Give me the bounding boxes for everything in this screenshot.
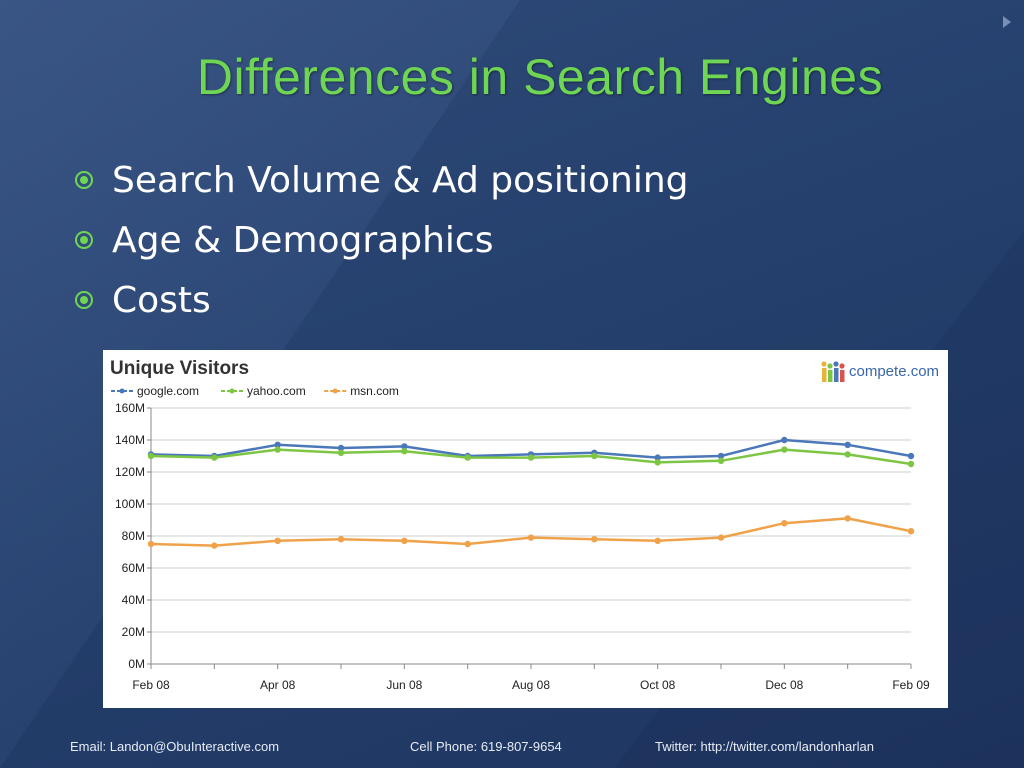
x-tick-label: Jun 08 bbox=[386, 678, 422, 692]
compete-logo-icon bbox=[828, 370, 833, 382]
compete-logo-text: compete.com bbox=[849, 363, 939, 380]
data-point bbox=[717, 534, 725, 541]
data-point bbox=[654, 459, 661, 466]
data-point bbox=[337, 444, 345, 452]
x-tick-label: Apr 08 bbox=[260, 678, 296, 692]
compete-logo-icon bbox=[840, 370, 845, 382]
compete-logo-icon bbox=[821, 361, 827, 367]
data-point bbox=[337, 449, 345, 456]
data-point bbox=[274, 441, 281, 448]
data-point bbox=[717, 457, 725, 464]
data-point bbox=[907, 452, 915, 460]
unique-visitors-chart: Unique Visitors google.com yahoo.com msn.co… bbox=[110, 358, 939, 692]
target-bullet-icon bbox=[72, 168, 96, 192]
data-point bbox=[211, 454, 218, 461]
bullet-list: Search Volume & Ad positioning Age & Dem… bbox=[72, 150, 689, 330]
bullet-text: Search Volume & Ad positioning bbox=[112, 159, 689, 201]
x-tick-label: Feb 08 bbox=[132, 678, 170, 692]
y-tick-label: 0M bbox=[128, 657, 145, 671]
y-tick-label: 160M bbox=[115, 401, 145, 415]
slide-corner-arrow-icon bbox=[1003, 16, 1011, 28]
compete-logo-icon bbox=[822, 368, 827, 382]
data-point bbox=[781, 446, 788, 453]
data-point bbox=[591, 536, 598, 543]
data-point bbox=[401, 448, 408, 455]
data-point bbox=[274, 446, 281, 453]
data-point bbox=[464, 540, 471, 548]
data-point bbox=[781, 436, 788, 444]
data-point bbox=[147, 540, 155, 548]
data-point bbox=[844, 441, 851, 448]
bullet-item: Age & Demographics bbox=[72, 210, 689, 270]
x-tick-label: Aug 08 bbox=[512, 678, 550, 692]
bullet-item: Costs bbox=[72, 270, 689, 330]
footer-phone: Cell Phone: 619-807-9654 bbox=[410, 739, 562, 754]
data-point bbox=[401, 537, 408, 544]
footer-twitter: Twitter: http://twitter.com/landonharlan bbox=[655, 739, 874, 754]
legend-marker bbox=[332, 388, 338, 394]
legend-marker bbox=[119, 388, 125, 394]
x-tick-label: Oct 08 bbox=[640, 678, 676, 692]
y-tick-label: 100M bbox=[115, 497, 145, 511]
data-point bbox=[654, 537, 661, 544]
data-point bbox=[464, 454, 471, 461]
data-point bbox=[907, 528, 915, 535]
data-point bbox=[781, 520, 788, 527]
target-bullet-icon bbox=[72, 288, 96, 312]
series-line-msn-com bbox=[150, 517, 912, 547]
slide-title: Differences in Search Engines bbox=[196, 49, 884, 105]
y-tick-label: 40M bbox=[122, 593, 145, 607]
y-tick-label: 20M bbox=[122, 625, 145, 639]
data-point bbox=[211, 542, 218, 549]
chart-title: Unique Visitors bbox=[110, 358, 249, 379]
y-tick-label: 80M bbox=[122, 529, 145, 543]
target-bullet-icon bbox=[72, 228, 96, 252]
footer-email: Email: Landon@ObuInteractive.com bbox=[70, 739, 280, 754]
data-point bbox=[654, 454, 661, 461]
data-point bbox=[274, 537, 281, 544]
compete-logo-icon bbox=[839, 363, 845, 369]
legend-label: msn.com bbox=[350, 384, 399, 398]
bullet-text: Age & Demographics bbox=[112, 219, 494, 261]
compete-logo-icon bbox=[827, 363, 833, 369]
legend-label: yahoo.com bbox=[247, 384, 306, 398]
x-tick-label: Feb 09 bbox=[892, 678, 930, 692]
data-point bbox=[337, 536, 345, 543]
bullet-text: Costs bbox=[112, 279, 211, 321]
y-tick-label: 140M bbox=[115, 433, 145, 447]
data-point bbox=[717, 452, 725, 460]
data-point bbox=[844, 451, 851, 458]
y-tick-label: 120M bbox=[115, 465, 145, 479]
data-point bbox=[147, 452, 155, 460]
data-point bbox=[844, 515, 851, 522]
bullet-item: Search Volume & Ad positioning bbox=[72, 150, 689, 210]
chart-panel: Unique Visitors google.com yahoo.com msn.co… bbox=[103, 350, 948, 708]
y-tick-label: 60M bbox=[122, 561, 145, 575]
data-point bbox=[401, 443, 408, 450]
legend-marker bbox=[229, 388, 235, 394]
legend-label: google.com bbox=[137, 384, 199, 398]
data-point bbox=[907, 460, 915, 468]
data-point bbox=[527, 454, 535, 461]
compete-logo-icon bbox=[833, 361, 839, 367]
x-tick-label: Dec 08 bbox=[765, 678, 803, 692]
data-point bbox=[527, 534, 535, 541]
data-point bbox=[591, 452, 598, 460]
compete-logo-icon bbox=[834, 368, 839, 382]
